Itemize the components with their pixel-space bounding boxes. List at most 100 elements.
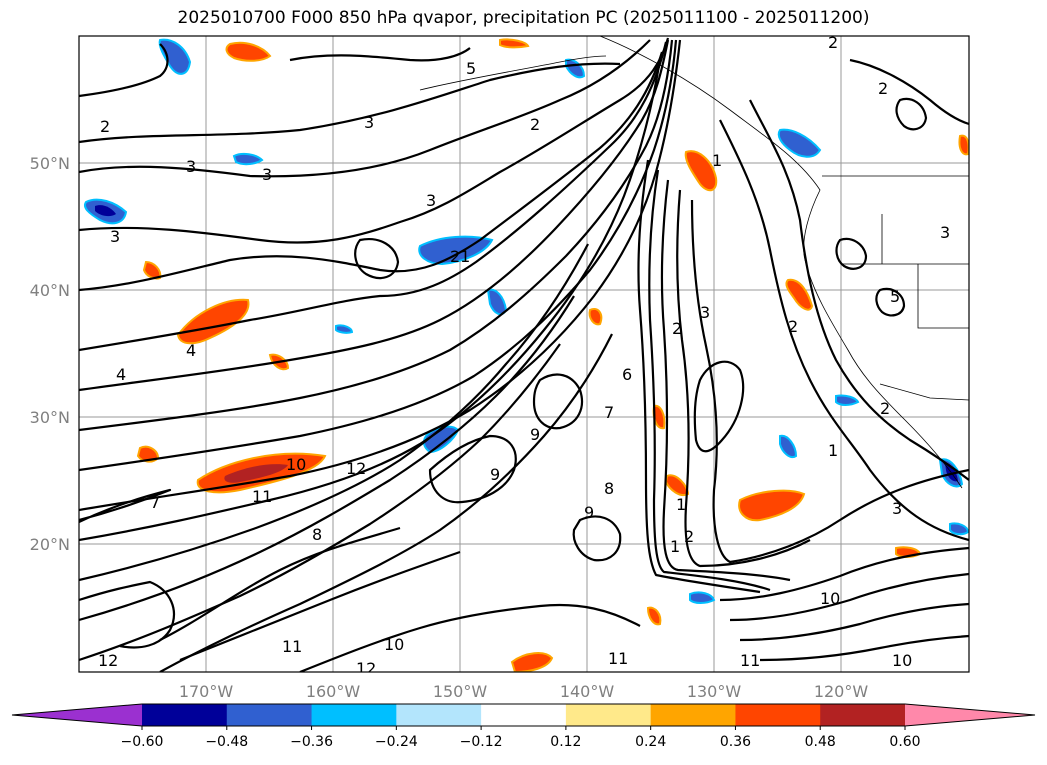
contour-label: 1 xyxy=(670,537,680,556)
qvapor-contour-line xyxy=(729,572,969,622)
contour-label: 2 xyxy=(878,79,888,98)
qvapor-contour-line xyxy=(676,189,811,568)
qvapor-contour-line xyxy=(693,360,745,453)
qvapor-contour-line xyxy=(719,119,969,542)
qvapor-contour-line xyxy=(532,373,584,430)
precip-blob xyxy=(158,38,192,75)
alaska-coastline xyxy=(419,55,607,91)
qvapor-contour-line xyxy=(719,546,969,602)
qvapor-contour-line xyxy=(79,295,575,622)
us-state-border xyxy=(917,264,969,329)
contour-label: 3 xyxy=(426,191,436,210)
qvapor-contour-line xyxy=(749,99,969,481)
contour-label: 3 xyxy=(262,165,272,184)
colorbar-tick-label: 0.24 xyxy=(635,734,666,750)
precip-blob xyxy=(958,134,969,156)
precip-blob-core xyxy=(224,464,288,483)
precip-blob xyxy=(335,324,354,334)
contour-label: 5 xyxy=(890,287,900,306)
map-layers: 5 2 2 3 3 3 3 21 4 4 10 11 12 7 9 9 8 9 … xyxy=(79,36,969,678)
qvapor-contour-line xyxy=(895,97,928,131)
colorbar-tick-label: 0.60 xyxy=(889,734,920,750)
colorbar-extend-high xyxy=(905,704,1035,726)
contour-label: 12 xyxy=(356,659,376,678)
precip-blob xyxy=(949,522,969,536)
precip-blob xyxy=(565,58,586,79)
colorbar-tick-label: 0.36 xyxy=(720,734,751,750)
qvapor-contour-line xyxy=(648,169,771,592)
contour-label: 7 xyxy=(150,493,160,512)
contour-label: 9 xyxy=(584,503,594,522)
lat-tick-label: 50°N xyxy=(30,154,70,173)
precip-blob-core xyxy=(95,205,116,217)
colorbar-segment xyxy=(820,704,906,726)
colorbar-tick-label: 0.12 xyxy=(550,734,581,750)
qvapor-contour-line xyxy=(660,179,791,582)
contour-label: 2 xyxy=(672,319,682,338)
precip-blob xyxy=(142,260,162,280)
qvapor-contour-line xyxy=(179,550,461,662)
map-frame-border xyxy=(78,35,970,673)
colorbar-tick-label: −0.12 xyxy=(460,734,503,750)
precip-blob xyxy=(646,606,662,626)
precip-blob xyxy=(738,489,806,522)
contour-label: 2 xyxy=(684,527,694,546)
contour-label: 12 xyxy=(98,651,118,670)
colorbar-labels: −0.60 −0.48 −0.36 −0.24 −0.12 0.12 0.24 0.36 0.4… xyxy=(121,726,921,750)
qvapor-contour-line xyxy=(637,159,761,594)
qvapor-contour-line xyxy=(79,41,668,352)
contour-label: 9 xyxy=(530,425,540,444)
contour-labels: 5 2 2 3 3 3 3 21 4 4 10 11 12 7 9 9 8 9 … xyxy=(98,36,950,678)
qvapor-contour-line xyxy=(79,39,670,392)
contour-label: 2 xyxy=(880,399,890,418)
colorbar-segment xyxy=(142,704,228,726)
precip-blob xyxy=(225,41,272,62)
qvapor-contour-line xyxy=(79,51,664,292)
precip-blob xyxy=(835,394,860,406)
contour-label: 10 xyxy=(820,589,840,608)
contour-label: 5 xyxy=(466,59,476,78)
precip-blob xyxy=(176,298,250,345)
qvapor-contour-line xyxy=(79,39,651,178)
contour-label: 2 xyxy=(530,115,540,134)
qvapor-contour-line xyxy=(849,58,969,126)
colorbar-extend-low xyxy=(12,704,142,726)
precip-positive-blobs xyxy=(136,38,969,672)
qvapor-contours xyxy=(79,37,969,672)
colorbar-segment xyxy=(565,704,652,726)
qvapor-contour-line xyxy=(739,602,969,642)
precip-anomaly-fields xyxy=(84,38,969,672)
precip-blob xyxy=(499,38,530,49)
colorbar-segment xyxy=(481,704,567,726)
colorbar-segment xyxy=(735,704,821,726)
qvapor-contour-line xyxy=(159,333,613,672)
precip-blob xyxy=(684,150,718,192)
colorbar-tick-label: −0.36 xyxy=(290,734,333,750)
colorbar-segment xyxy=(311,704,397,726)
contour-label: 10 xyxy=(892,651,912,670)
lon-tick-label: 130°W xyxy=(687,682,742,701)
qvapor-contour-line xyxy=(79,580,175,649)
contour-label: 1 xyxy=(712,151,722,170)
contour-label: 3 xyxy=(892,499,902,518)
contour-label: 1 xyxy=(828,441,838,460)
qvapor-contour-line xyxy=(289,47,471,62)
qvapor-contour-line xyxy=(428,434,517,504)
lon-tick-label: 150°W xyxy=(433,682,488,701)
contour-label: 12 xyxy=(346,459,366,478)
colorbar-segment xyxy=(650,704,736,726)
qvapor-contour-line xyxy=(159,526,401,641)
colorbar-tick-label: −0.24 xyxy=(375,734,418,750)
contour-label: 11 xyxy=(740,651,760,670)
qvapor-contour-line xyxy=(79,343,561,662)
latitude-ticks: 50°N 40°N 30°N 20°N xyxy=(30,154,70,554)
qvapor-contour-line xyxy=(79,39,674,432)
longitude-ticks: 170°W 160°W 150°W 140°W 130°W 120°W xyxy=(179,682,869,701)
qvapor-contour-line xyxy=(690,199,969,564)
lon-tick-label: 140°W xyxy=(560,682,615,701)
colorbar xyxy=(11,703,1036,727)
precip-blob xyxy=(588,308,603,326)
us-mexico-border xyxy=(879,383,969,401)
contour-label: 8 xyxy=(604,479,614,498)
